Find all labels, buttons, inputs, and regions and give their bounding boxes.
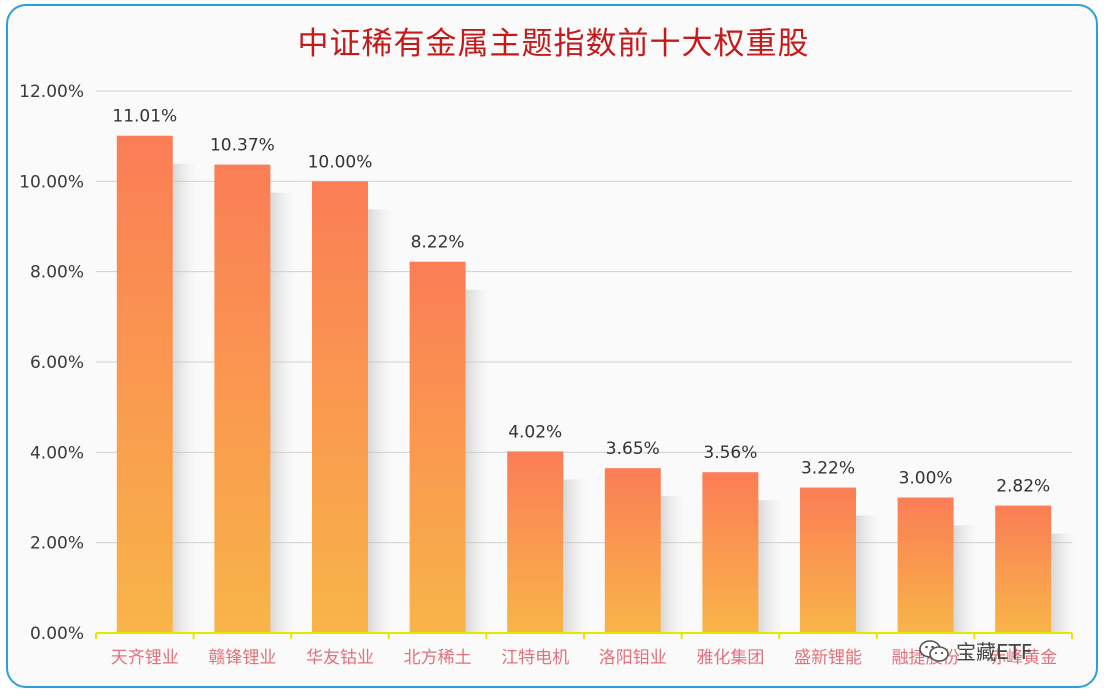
bar <box>409 261 466 633</box>
bar <box>214 164 271 633</box>
bar <box>800 487 856 633</box>
bar-shadow <box>660 496 685 633</box>
x-tick-label: 江特电机 <box>501 648 569 668</box>
bar-shadow <box>856 515 880 633</box>
chart-title: 中证稀有金属主题指数前十大权重股 <box>297 26 810 62</box>
data-label: 3.22% <box>801 459 855 479</box>
bar-shadow <box>172 163 197 633</box>
y-tick-label: 10.00% <box>19 172 84 192</box>
x-tick-label: 雅化集团 <box>696 648 764 668</box>
data-label: 2.82% <box>996 477 1050 497</box>
y-tick-label: 4.00% <box>30 443 84 463</box>
y-tick-label: 2.00% <box>30 534 84 554</box>
y-tick-label: 12.00% <box>19 82 84 102</box>
bar <box>702 472 759 633</box>
data-label: 10.37% <box>210 136 275 156</box>
bar-shadow <box>953 525 978 633</box>
x-tick-label: 赣锋锂业 <box>208 648 276 668</box>
data-label: 4.02% <box>508 422 562 442</box>
x-tick-label: 北方稀土 <box>404 648 472 668</box>
x-tick-label: 赤峰黄金 <box>989 648 1057 668</box>
x-tick-label: 华友钴业 <box>306 648 374 668</box>
y-tick-label: 0.00% <box>30 624 84 644</box>
bar-shadow <box>465 289 490 633</box>
bar <box>116 135 173 633</box>
wechat-icon <box>918 638 950 664</box>
data-label: 11.01% <box>112 107 177 127</box>
data-label: 3.56% <box>703 443 757 463</box>
x-tick-label: 盛新锂能 <box>794 648 862 668</box>
data-label: 3.65% <box>606 439 660 459</box>
bar-shadow <box>563 479 588 633</box>
watermark-text: 宝藏ETF <box>956 640 1033 664</box>
x-tick-label: 洛阳钼业 <box>599 648 667 668</box>
bar <box>604 468 661 633</box>
bar <box>897 497 954 633</box>
y-tick-label: 6.00% <box>30 353 84 373</box>
bar-shadow <box>368 209 392 634</box>
data-label: 3.00% <box>899 469 953 489</box>
bar-shadow <box>758 500 783 633</box>
bar-shadow <box>1051 533 1076 633</box>
data-label: 8.22% <box>411 233 465 253</box>
x-tick-label: 天齐锂业 <box>111 648 179 668</box>
bar-shadow <box>270 192 295 633</box>
bar <box>507 451 564 633</box>
bar <box>995 505 1052 633</box>
bar <box>312 181 368 634</box>
data-label: 10.00% <box>308 152 373 172</box>
watermark: 宝藏ETF <box>918 636 1032 665</box>
y-tick-label: 8.00% <box>30 263 84 283</box>
